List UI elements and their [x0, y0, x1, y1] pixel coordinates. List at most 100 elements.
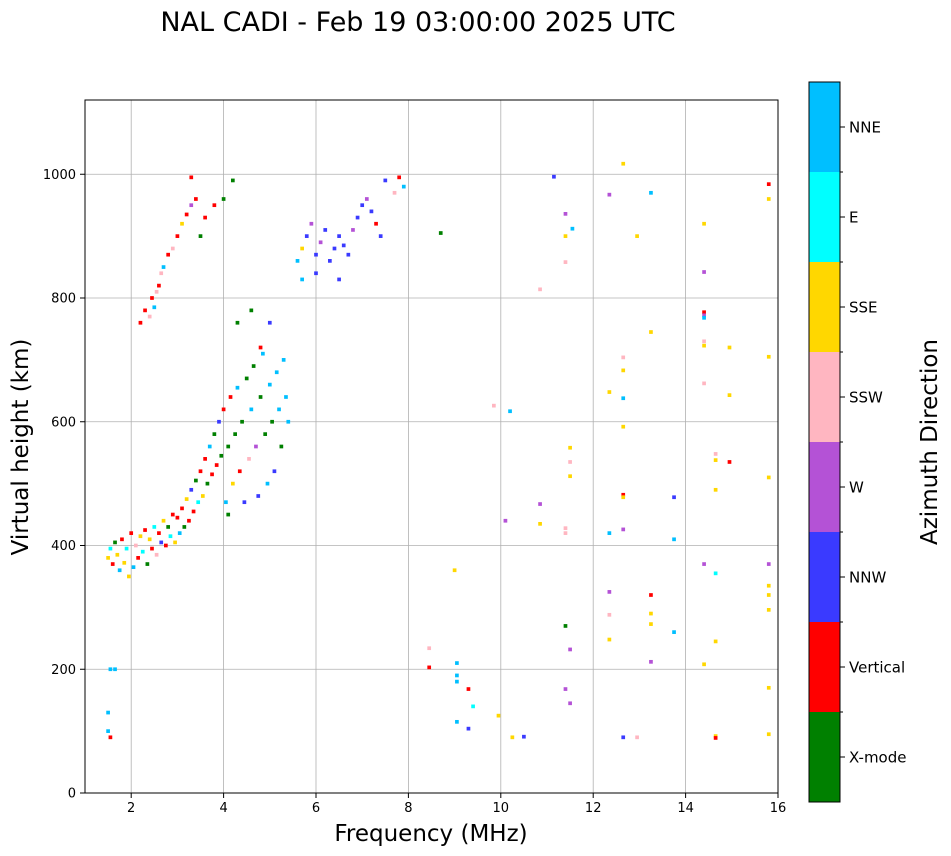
data-point	[194, 478, 198, 483]
data-point	[157, 283, 161, 288]
data-point	[621, 495, 626, 500]
data-point	[563, 260, 568, 264]
x-tick-label: 2	[127, 801, 135, 816]
y-axis-label: Virtual height (km)	[8, 339, 34, 556]
colorbar-segment	[809, 82, 840, 172]
data-point	[244, 376, 249, 381]
data-point	[284, 395, 288, 399]
data-point	[157, 531, 161, 535]
data-point	[508, 409, 512, 414]
data-point	[369, 209, 374, 214]
data-point	[702, 562, 706, 566]
data-point	[702, 662, 706, 667]
data-point	[563, 526, 568, 531]
data-point	[337, 234, 341, 238]
colorbar-tick-label: SSW	[849, 389, 883, 407]
data-point	[621, 424, 626, 429]
data-point	[117, 568, 122, 573]
data-point	[251, 364, 256, 368]
data-point	[621, 161, 626, 166]
x-axis-label: Frequency (MHz)	[334, 821, 527, 847]
data-point	[221, 197, 226, 201]
data-point	[503, 518, 508, 523]
plot-area: 2 4 6 8 10 12 14 16 0 200 400 600 800 1000	[43, 99, 786, 816]
data-point	[401, 184, 406, 189]
data-point	[108, 735, 113, 740]
colorbar-segment	[809, 172, 840, 262]
data-point	[138, 320, 143, 325]
data-point	[635, 735, 639, 740]
data-point	[113, 667, 117, 672]
data-point	[702, 315, 706, 320]
data-point	[766, 593, 771, 597]
data-point	[147, 537, 152, 542]
data-point	[249, 308, 254, 313]
y-tick-label: 200	[51, 663, 76, 678]
data-point	[203, 215, 207, 220]
data-point	[649, 611, 653, 616]
y-tick-label: 1000	[43, 168, 76, 183]
data-point	[702, 270, 706, 274]
data-point	[120, 537, 124, 542]
data-point	[563, 624, 568, 628]
data-point	[672, 495, 676, 500]
data-point	[332, 246, 337, 251]
data-point	[471, 704, 475, 709]
data-point	[230, 481, 235, 486]
data-point	[115, 552, 120, 557]
x-tick-label: 16	[770, 801, 787, 816]
data-point	[713, 571, 718, 576]
data-point	[568, 701, 572, 706]
data-point	[727, 345, 732, 350]
colorbar-tick-label: X-mode	[849, 749, 906, 767]
data-point	[182, 525, 187, 529]
data-point	[607, 612, 612, 617]
data-point	[314, 252, 318, 257]
data-point	[621, 735, 626, 740]
data-point	[219, 453, 224, 458]
data-point	[649, 593, 653, 597]
data-point	[766, 583, 771, 588]
data-point	[230, 178, 235, 183]
data-point	[194, 197, 198, 201]
colorbar-tick-label: E	[849, 209, 858, 227]
data-point	[766, 562, 771, 566]
data-point	[607, 192, 612, 197]
data-point	[570, 226, 575, 231]
colorbar-segment	[809, 442, 840, 532]
data-point	[133, 543, 138, 548]
data-point	[427, 646, 432, 651]
data-point	[228, 395, 233, 399]
data-point	[279, 444, 284, 449]
data-point	[159, 540, 164, 545]
data-point	[131, 565, 136, 570]
colorbar-border	[808, 81, 841, 803]
data-point	[166, 252, 171, 257]
data-point	[538, 502, 542, 506]
grid-lines	[85, 100, 779, 794]
data-point	[180, 506, 184, 511]
data-point	[143, 528, 147, 532]
x-tick-label: 6	[312, 801, 320, 816]
data-point	[274, 370, 279, 375]
y-tick-label: 400	[51, 539, 76, 554]
colorbar-tick-label: W	[849, 479, 864, 497]
data-point	[607, 590, 612, 594]
x-axis-ticks: 2 4 6 8 10 12 14 16	[127, 793, 786, 816]
data-point	[672, 537, 676, 542]
data-point	[568, 647, 572, 652]
data-point	[713, 639, 718, 644]
y-tick-label: 0	[68, 787, 76, 802]
data-point	[106, 729, 110, 733]
data-point	[492, 403, 496, 408]
x-tick-label: 8	[404, 801, 412, 816]
colorbar-tick-label: NNW	[849, 569, 886, 587]
data-point	[314, 271, 318, 276]
data-point	[161, 518, 166, 523]
data-point	[154, 289, 159, 294]
data-point	[452, 568, 457, 573]
data-point	[150, 296, 154, 300]
data-point	[766, 182, 771, 187]
data-point	[108, 546, 113, 551]
